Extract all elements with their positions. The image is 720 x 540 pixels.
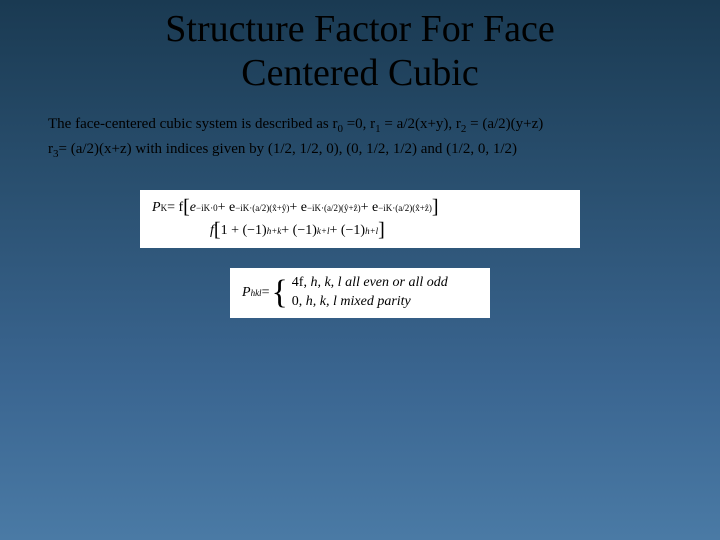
case-cond: h, k, l all even or all odd [310, 275, 447, 290]
eq-sym: P [242, 285, 251, 301]
eq-exp: h+k [267, 226, 282, 236]
para-text: =0, r [343, 116, 375, 132]
eq-plus: + e [289, 200, 307, 216]
eq-plus: + e [361, 200, 379, 216]
equation-1-line-2: f [ 1 + (−1)h+k + (−1)k+l + (−1)h+l ] [152, 219, 568, 242]
eq-exp: −iK·(a/2)(x̂+ẑ) [378, 203, 432, 213]
para-text: = (a/2)(y+z) [466, 116, 543, 132]
case-1: 4f, h, k, l all even or all odd [292, 274, 448, 293]
equation-1-box: PK = f [ e−iK·0 + e−iK·(a/2)(x̂+ŷ) + e−i… [140, 190, 580, 248]
brace-icon: { [271, 276, 287, 310]
equations-container: PK = f [ e−iK·0 + e−iK·(a/2)(x̂+ŷ) + e−i… [0, 190, 720, 318]
eq-text: = f [167, 200, 183, 216]
equation-cases: 4f, h, k, l all even or all odd 0, h, k,… [292, 274, 448, 312]
description-paragraph: The face-centered cubic system is descri… [0, 95, 720, 162]
para-text: = a/2(x+y), r [381, 116, 461, 132]
eq-exp: −iK·(a/2)(ŷ+ẑ) [307, 203, 361, 213]
equation-2-content: Phkl = { 4f, h, k, l all even or all odd… [242, 274, 478, 312]
bracket-open: [ [214, 219, 221, 242]
case-val: 0, [292, 294, 306, 309]
eq-sub: hkl [251, 288, 262, 298]
eq-plus: + e [218, 200, 236, 216]
eq-equals: = [262, 285, 270, 301]
bracket-close: ] [378, 219, 385, 242]
slide-title: Structure Factor For Face Centered Cubic [0, 0, 720, 95]
eq-sym: P [152, 200, 161, 216]
eq-exp: k+l [317, 226, 330, 236]
case-val: 4f, [292, 275, 311, 290]
bracket-open: [ [183, 196, 190, 219]
title-line-2: Centered Cubic [241, 52, 478, 94]
case-cond: h, k, l mixed parity [306, 294, 411, 309]
equation-2-box: Phkl = { 4f, h, k, l all even or all odd… [230, 268, 490, 318]
eq-exp: h+l [365, 226, 378, 236]
title-line-1: Structure Factor For Face [165, 8, 554, 50]
eq-text: + (−1) [329, 223, 365, 239]
para-text: The face-centered cubic system is descri… [48, 116, 337, 132]
eq-exp: −iK·(a/2)(x̂+ŷ) [235, 203, 289, 213]
equation-1-line-1: PK = f [ e−iK·0 + e−iK·(a/2)(x̂+ŷ) + e−i… [152, 196, 568, 219]
bracket-close: ] [432, 196, 439, 219]
case-2: 0, h, k, l mixed parity [292, 293, 448, 312]
eq-text: + (−1) [281, 223, 317, 239]
eq-text: 1 + (−1) [221, 223, 267, 239]
para-text: = (a/2)(x+z) with indices given by (1/2,… [59, 141, 518, 157]
eq-exp: −iK·0 [196, 203, 218, 213]
